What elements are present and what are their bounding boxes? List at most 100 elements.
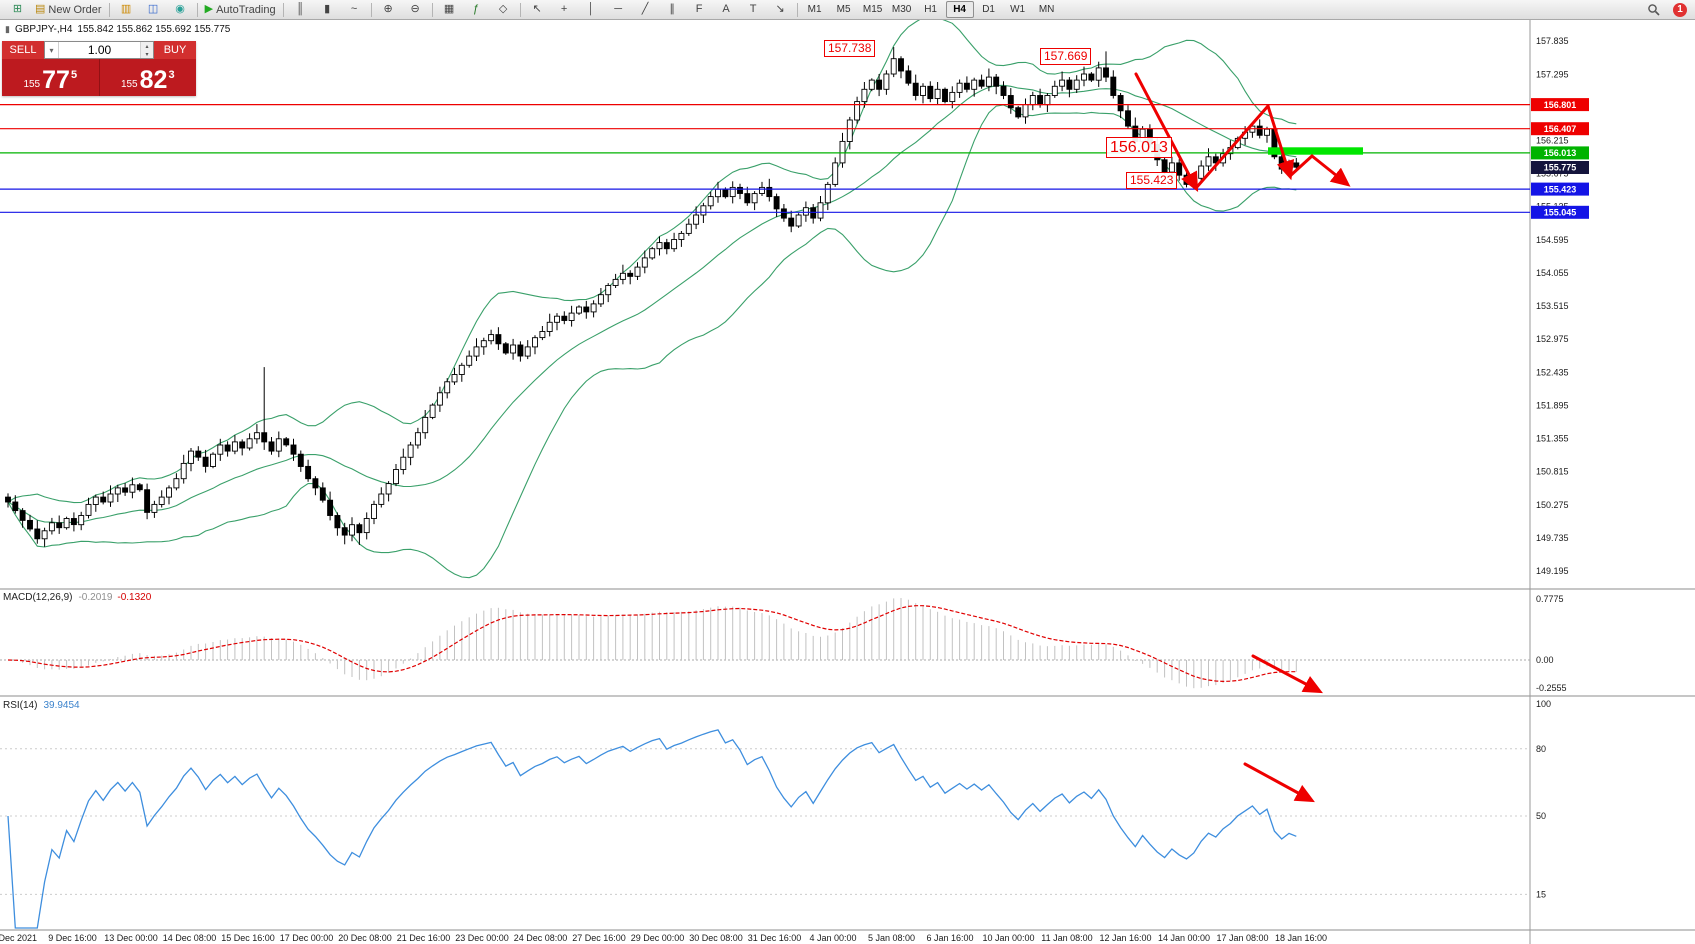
svg-text:154.055: 154.055 bbox=[1536, 268, 1569, 278]
fibonacci-icon: F bbox=[695, 3, 703, 15]
tf-button-M1[interactable]: M1 bbox=[807, 4, 822, 15]
zoom-out-icon[interactable]: ⊖ bbox=[402, 0, 429, 19]
new-chart-icon: ⊞ bbox=[12, 3, 23, 15]
buy-price-display[interactable]: 155 82 3 bbox=[100, 59, 197, 96]
autotrading-icon: ▶ bbox=[204, 3, 214, 15]
channel-icon[interactable]: ∥ bbox=[659, 0, 686, 19]
sell-price-display[interactable]: 155 77 5 bbox=[2, 59, 100, 96]
tf-button-D1[interactable]: D1 bbox=[982, 4, 995, 15]
navigator-icon[interactable]: ◉ bbox=[167, 0, 194, 19]
new-order-icon: ▤ bbox=[35, 3, 46, 15]
price-annotation-156013[interactable]: 156.013 bbox=[1106, 137, 1172, 158]
svg-text:4 Jan 00:00: 4 Jan 00:00 bbox=[809, 933, 856, 943]
volume-value[interactable]: 1.00 bbox=[87, 43, 112, 57]
svg-text:155.775: 155.775 bbox=[1544, 163, 1577, 173]
volume-field[interactable]: ▾ 1.00 ▴ ▾ bbox=[44, 41, 154, 59]
tf-button-M30[interactable]: M30 bbox=[891, 4, 912, 15]
autotrading-button[interactable]: ▶ AutoTrading bbox=[201, 0, 280, 19]
tf-button-H4[interactable]: H4 bbox=[945, 1, 974, 18]
label-icon[interactable]: T bbox=[740, 0, 767, 19]
sell-button[interactable]: SELL bbox=[2, 41, 44, 59]
bar-chart-icon: ║ bbox=[296, 3, 304, 15]
horizontal-line-icon[interactable]: ─ bbox=[605, 0, 632, 19]
svg-text:12 Jan 16:00: 12 Jan 16:00 bbox=[1099, 933, 1151, 943]
toolbar-separator bbox=[431, 2, 433, 17]
zoom-in-icon[interactable]: ⊕ bbox=[375, 0, 402, 19]
svg-text:13 Dec 00:00: 13 Dec 00:00 bbox=[104, 933, 158, 943]
chart-canvas[interactable]: 157.835157.295156.755156.215155.675155.1… bbox=[0, 20, 1695, 944]
text-icon[interactable]: A bbox=[713, 0, 740, 19]
buy-price-pips: 82 bbox=[139, 66, 168, 94]
candlestick-chart-icon: ▮ bbox=[324, 3, 331, 15]
line-chart-icon[interactable]: ~ bbox=[341, 0, 368, 19]
indicators-icon[interactable]: ƒ bbox=[463, 0, 490, 19]
svg-text:156.801: 156.801 bbox=[1544, 100, 1577, 110]
new-order-button[interactable]: ▤ New Order bbox=[31, 0, 106, 19]
channel-icon: ∥ bbox=[669, 3, 675, 15]
candlestick-series bbox=[5, 47, 1300, 547]
svg-text:21 Dec 16:00: 21 Dec 16:00 bbox=[397, 933, 451, 943]
svg-text:149.195: 149.195 bbox=[1536, 566, 1569, 576]
volume-dropdown-caret-icon[interactable]: ▾ bbox=[45, 42, 59, 58]
search-icon[interactable] bbox=[1640, 0, 1667, 19]
notification-badge[interactable]: 1 bbox=[1673, 2, 1687, 17]
macd-main-value: -0.2019 bbox=[78, 592, 113, 603]
arrow-tool-icon: ↘ bbox=[775, 3, 785, 15]
price-annotation-157669[interactable]: 157.669 bbox=[1040, 48, 1092, 65]
cursor-icon[interactable]: ↖ bbox=[524, 0, 551, 19]
svg-text:14 Dec 08:00: 14 Dec 08:00 bbox=[163, 933, 217, 943]
svg-text:17 Jan 08:00: 17 Jan 08:00 bbox=[1216, 933, 1268, 943]
market-watch-icon: ▥ bbox=[120, 3, 132, 15]
toolbar-separator bbox=[370, 2, 372, 17]
horizontal-level-lines[interactable] bbox=[0, 103, 1530, 213]
rsi-name: RSI(14) bbox=[3, 700, 38, 711]
tf-button-MN[interactable]: MN bbox=[1038, 4, 1055, 15]
svg-text:27 Dec 16:00: 27 Dec 16:00 bbox=[572, 933, 626, 943]
market-watch-icon[interactable]: ▥ bbox=[113, 0, 140, 19]
new-chart-icon[interactable]: ⊞ bbox=[4, 0, 31, 19]
chart-symbol-header: ▮ GBPJPY-,H4 155.842 155.862 155.692 155… bbox=[5, 24, 230, 35]
main-toolbar: ⊞ ▤ New Order ▥ ◫ ◉ ▶ AutoTrading ║ ▮ ~ ⊕ ⊖ ▦ ƒ ◇ ↖ + │ ─ ╱ ∥… bbox=[0, 0, 1695, 20]
svg-text:31 Dec 16:00: 31 Dec 16:00 bbox=[748, 933, 802, 943]
zoom-in-icon: ⊕ bbox=[383, 3, 393, 15]
indicators-icon: ƒ bbox=[473, 3, 480, 15]
horizontal-line-icon: ─ bbox=[614, 3, 622, 15]
buy-price-point: 3 bbox=[168, 69, 175, 81]
svg-text:80: 80 bbox=[1536, 744, 1546, 754]
crosshair-icon[interactable]: + bbox=[551, 0, 578, 19]
svg-text:149.735: 149.735 bbox=[1536, 533, 1569, 543]
toolbar-button-groups: ⊞ ▤ New Order ▥ ◫ ◉ ▶ AutoTrading ║ ▮ ~ ⊕ ⊖ ▦ ƒ ◇ ↖ + │ ─ ╱ ∥… bbox=[4, 0, 794, 19]
svg-text:100: 100 bbox=[1536, 699, 1551, 709]
svg-text:152.975: 152.975 bbox=[1536, 334, 1569, 344]
vertical-line-icon[interactable]: │ bbox=[578, 0, 605, 19]
volume-spinner[interactable]: ▴ ▾ bbox=[140, 42, 153, 58]
arrow-tool-icon[interactable]: ↘ bbox=[767, 0, 794, 19]
volume-spinner-down-icon[interactable]: ▾ bbox=[141, 50, 153, 58]
svg-text:152.435: 152.435 bbox=[1536, 367, 1569, 377]
price-annotation-155423[interactable]: 155.423 bbox=[1126, 172, 1178, 189]
tf-button-H1[interactable]: H1 bbox=[924, 4, 937, 15]
fibonacci-icon[interactable]: F bbox=[686, 0, 713, 19]
buy-button[interactable]: BUY bbox=[154, 41, 196, 59]
svg-text:155.423: 155.423 bbox=[1544, 184, 1577, 194]
volume-spinner-up-icon[interactable]: ▴ bbox=[141, 42, 153, 50]
candlestick-chart-icon[interactable]: ▮ bbox=[314, 0, 341, 19]
panel-separators bbox=[0, 20, 1695, 944]
trendline-icon[interactable]: ╱ bbox=[632, 0, 659, 19]
toolbar-separator bbox=[796, 2, 798, 17]
svg-text:11 Jan 08:00: 11 Jan 08:00 bbox=[1041, 933, 1092, 943]
support-highlight-bar[interactable] bbox=[1268, 147, 1363, 155]
toolbar-separator bbox=[108, 2, 110, 17]
objects-list-icon: ◇ bbox=[498, 3, 508, 15]
timeframe-button-group: M1 M5 M15 M30 H1 H4 D1 W1 MN bbox=[801, 1, 1061, 18]
objects-list-icon[interactable]: ◇ bbox=[490, 0, 517, 19]
tile-windows-icon[interactable]: ▦ bbox=[436, 0, 463, 19]
bar-chart-icon[interactable]: ║ bbox=[287, 0, 314, 19]
tf-button-M15[interactable]: M15 bbox=[862, 4, 883, 15]
tf-button-W1[interactable]: W1 bbox=[1010, 4, 1026, 15]
trend-arrows[interactable] bbox=[1134, 72, 1351, 803]
price-annotation-157738[interactable]: 157.738 bbox=[824, 40, 876, 57]
svg-text:157.295: 157.295 bbox=[1536, 69, 1569, 79]
tf-button-M5[interactable]: M5 bbox=[836, 4, 851, 15]
data-window-icon[interactable]: ◫ bbox=[140, 0, 167, 19]
